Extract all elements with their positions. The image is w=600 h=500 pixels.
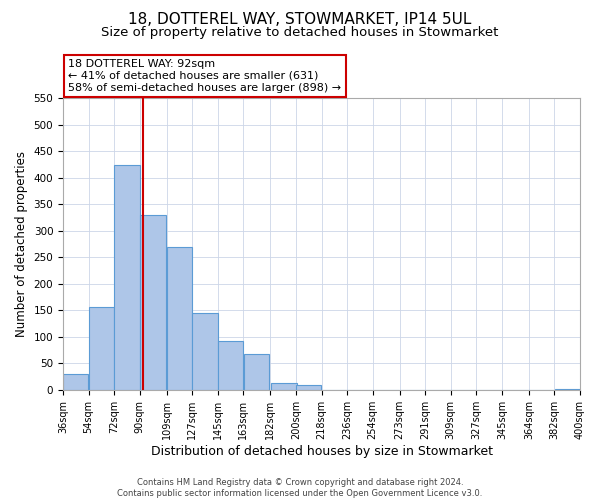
Text: 18, DOTTEREL WAY, STOWMARKET, IP14 5UL: 18, DOTTEREL WAY, STOWMARKET, IP14 5UL [128,12,472,28]
Text: Contains HM Land Registry data © Crown copyright and database right 2024.
Contai: Contains HM Land Registry data © Crown c… [118,478,482,498]
Bar [193,313,218,390]
Bar [244,354,269,390]
Y-axis label: Number of detached properties: Number of detached properties [15,151,28,337]
Bar [296,385,322,390]
X-axis label: Distribution of detached houses by size in Stowmarket: Distribution of detached houses by size … [151,444,493,458]
Bar [218,341,243,390]
Bar [89,306,114,390]
Bar [271,383,297,390]
Bar [115,164,140,390]
Text: 18 DOTTEREL WAY: 92sqm
← 41% of detached houses are smaller (631)
58% of semi-de: 18 DOTTEREL WAY: 92sqm ← 41% of detached… [68,60,341,92]
Bar [63,374,88,390]
Bar [554,389,580,390]
Bar [167,247,192,390]
Bar [140,215,166,390]
Text: Size of property relative to detached houses in Stowmarket: Size of property relative to detached ho… [101,26,499,39]
